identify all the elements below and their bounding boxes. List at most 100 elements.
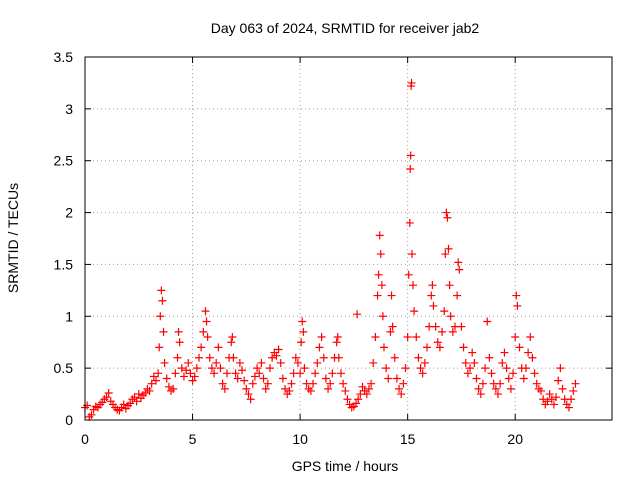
data-point [250,372,259,381]
data-point [371,333,380,342]
data-point [504,374,513,383]
data-point [242,384,251,393]
data-point [259,374,268,383]
data-point [457,322,466,331]
data-point [519,374,528,383]
data-point [87,410,96,419]
data-point [343,395,352,404]
x-axis-label: GPS time / hours [292,458,399,474]
data-point [528,353,537,362]
data-point [332,338,341,347]
data-point [341,386,350,395]
data-point [188,376,197,385]
data-point [387,291,396,300]
data-point [390,353,399,362]
data-point [481,364,490,373]
data-point [203,333,212,342]
data-point [454,258,463,267]
data-point [156,312,165,321]
grid [85,57,612,420]
data-point [311,369,320,378]
data-point [281,384,290,393]
data-point [354,395,363,404]
data-point [556,364,565,373]
y-tick-label: 3 [65,101,73,117]
data-point [373,291,382,300]
data-point [151,376,160,385]
data-point [369,358,378,367]
x-tick-label: 10 [292,431,308,447]
data-point [278,374,287,383]
data-point [299,327,308,336]
data-point [552,393,561,402]
data-point [126,399,135,408]
data-point [532,379,541,388]
data-point [154,369,163,378]
y-tick-label: 1 [65,308,73,324]
data-point [171,369,180,378]
data-point [512,291,521,300]
x-tick-label: 0 [81,431,89,447]
data-point [455,265,464,274]
data-point [375,231,384,240]
data-point [233,374,242,383]
data-points [81,78,580,421]
data-point [399,379,408,388]
y-axis-label: SRMTID / TECUs [5,183,21,293]
data-point [179,372,188,381]
data-point [571,379,580,388]
data-point [160,358,169,367]
data-point [386,327,395,336]
data-point [334,353,343,362]
data-point [141,389,150,398]
data-point [132,397,141,406]
data-point [300,364,309,373]
data-point [201,307,210,316]
data-point [483,317,492,326]
data-point [184,358,193,367]
data-point [326,379,335,388]
data-point [435,343,444,352]
data-point [119,400,128,409]
data-point [149,372,158,381]
data-point [362,390,371,399]
data-point [202,317,211,326]
data-point [313,358,322,367]
data-point [218,379,227,388]
data-point [474,384,483,393]
data-point [539,395,548,404]
data-point [162,374,171,383]
data-point [487,369,496,378]
data-point [158,296,167,305]
data-point [174,327,183,336]
data-point [485,353,494,362]
data-point [296,369,305,378]
data-point [395,384,404,393]
data-point [429,301,438,310]
data-point [324,384,333,393]
data-point [463,369,472,378]
data-point [420,358,429,367]
data-point [496,379,505,388]
data-point [404,270,413,279]
data-point [442,208,451,217]
data-point [83,401,92,410]
data-point [470,358,479,367]
data-point [397,390,406,399]
data-point [298,317,307,326]
data-point [406,165,415,174]
data-point [212,358,221,367]
data-point [431,322,440,331]
data-point [569,386,578,395]
data-point [285,386,294,395]
data-point [257,358,266,367]
data-point [276,358,285,367]
data-point [409,281,418,290]
plot-frame [84,56,613,421]
data-point [173,353,182,362]
x-tick-label: 20 [507,431,523,447]
data-point [453,291,462,300]
data-point [159,327,168,336]
data-point [228,333,237,342]
data-point [521,364,530,373]
